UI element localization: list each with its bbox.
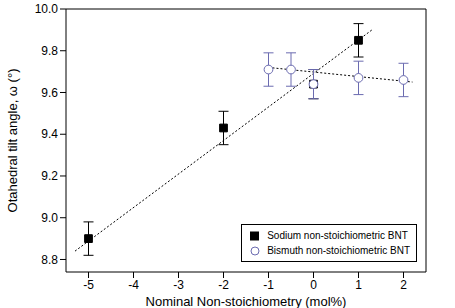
svg-text:-4: -4	[128, 278, 139, 292]
svg-text:1: 1	[355, 278, 362, 292]
svg-text:9.6: 9.6	[41, 86, 58, 100]
svg-text:9.8: 9.8	[41, 44, 58, 58]
svg-text:9.0: 9.0	[41, 211, 58, 225]
svg-text:Nominal Non-stoichiometry (mol: Nominal Non-stoichiometry (mol%)	[146, 294, 347, 308]
svg-text:-1: -1	[263, 278, 274, 292]
svg-text:-2: -2	[218, 278, 229, 292]
svg-text:2: 2	[400, 278, 407, 292]
svg-text:9.4: 9.4	[41, 127, 58, 141]
svg-text:Otahedral tilt angle, ω (°): Otahedral tilt angle, ω (°)	[8, 69, 20, 213]
svg-text:10.0: 10.0	[35, 2, 59, 16]
svg-text:0: 0	[310, 278, 317, 292]
svg-text:8.8: 8.8	[41, 253, 58, 267]
svg-text:9.2: 9.2	[41, 169, 58, 183]
svg-text:-3: -3	[173, 278, 184, 292]
svg-text:-5: -5	[83, 278, 94, 292]
html-text:Bismuth non-stoichiometric BNT: Bismuth non-stoichiometric BNT	[267, 245, 410, 256]
html-text:Sodium non-stoichiometric BNT: Sodium non-stoichiometric BNT	[267, 230, 408, 241]
